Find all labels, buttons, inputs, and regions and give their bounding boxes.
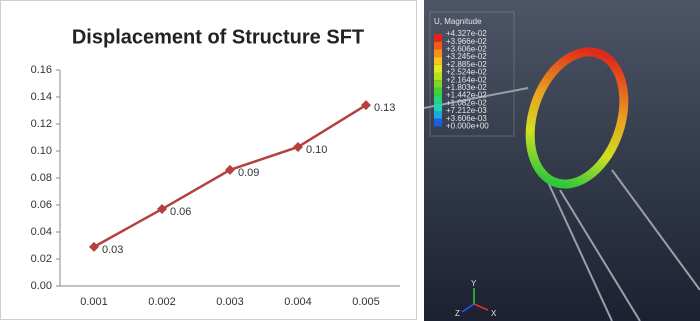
legend-band	[434, 57, 442, 65]
legend-band	[434, 96, 442, 104]
y-tick-label: 0.08	[31, 172, 52, 184]
data-label: 0.10	[306, 144, 327, 156]
y-tick-label: 0.10	[31, 145, 52, 157]
legend-band	[434, 80, 442, 88]
y-tick-label: 0.16	[31, 64, 52, 76]
legend-band	[434, 88, 442, 96]
legend-band	[434, 111, 442, 119]
legend-band	[434, 34, 442, 42]
legend-band	[434, 42, 442, 50]
data-label: 0.06	[170, 206, 191, 218]
y-tick-label: 0.06	[31, 199, 52, 211]
axis-label: Y	[471, 279, 477, 288]
x-tick-label: 0.002	[148, 296, 176, 308]
data-label: 0.03	[102, 244, 123, 256]
y-tick-label: 0.12	[31, 118, 52, 130]
x-tick-label: 0.003	[216, 296, 244, 308]
axis-label: Z	[455, 309, 460, 318]
legend-band	[434, 73, 442, 81]
x-tick-label: 0.004	[284, 296, 312, 308]
page: Displacement of Structure SFT U, Magnitu…	[0, 0, 700, 321]
data-label: 0.09	[238, 167, 259, 179]
y-tick-label: 0.00	[31, 280, 52, 292]
y-tick-label: 0.02	[31, 253, 52, 265]
chart-title: Displacement of Structure SFT	[72, 26, 364, 48]
x-tick-label: 0.001	[80, 296, 108, 308]
legend-band	[434, 65, 442, 73]
legend-band	[434, 119, 442, 127]
chart-panel	[1, 1, 417, 320]
legend-band	[434, 103, 442, 111]
axis-label: X	[491, 309, 497, 318]
data-label: 0.13	[374, 102, 395, 114]
legend-band	[434, 49, 442, 57]
legend-label: +0.000e+00	[446, 122, 489, 131]
x-tick-label: 0.005	[352, 296, 380, 308]
y-tick-label: 0.04	[31, 226, 52, 238]
y-tick-label: 0.14	[31, 91, 52, 103]
legend-title: U, Magnitude	[434, 17, 482, 26]
